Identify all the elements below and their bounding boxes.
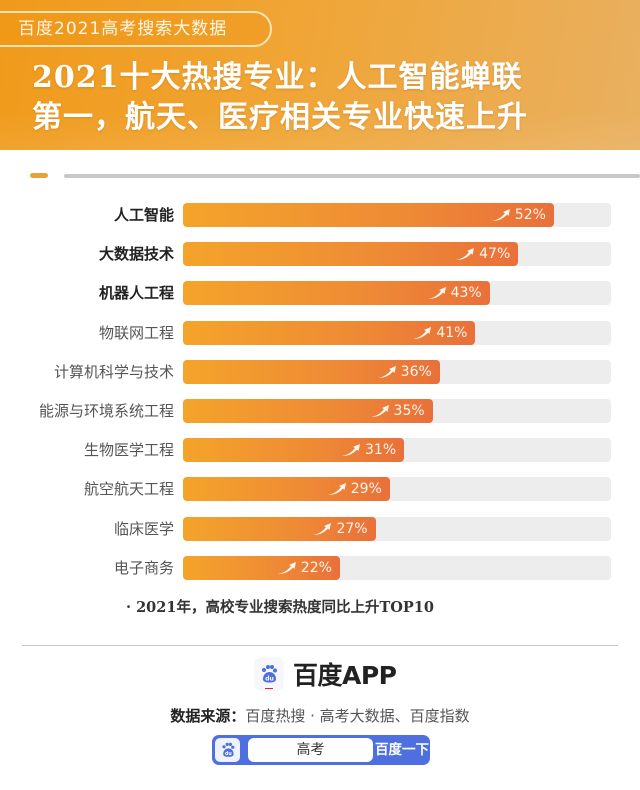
- bar: 29%: [183, 477, 390, 502]
- bar-value-text: 29%: [350, 481, 382, 498]
- bar-label: 电子商务: [113, 558, 174, 577]
- decor-divider-line: [64, 174, 640, 178]
- chart-row: 电子商务 22%: [0, 555, 640, 581]
- trend-up-arrow-icon: [312, 522, 332, 536]
- bar-value-text: 27%: [336, 520, 368, 537]
- chart-row: 能源与环境系统工程 35%: [0, 398, 640, 424]
- bar: 27%: [183, 516, 376, 541]
- bar-value: 47%: [455, 242, 510, 266]
- trend-up-arrow-icon: [455, 247, 475, 261]
- baidu-paw-icon: du: [215, 738, 240, 762]
- bar-value-text: 47%: [479, 246, 511, 263]
- search-bar: du 高考 百度一下: [212, 735, 430, 765]
- bar: 22%: [183, 555, 340, 580]
- chart-row: 人工智能 52%: [0, 202, 640, 228]
- page-title: 2021十大热搜专业：人工智能蝉联 第一，航天、医疗相关专业快速上升: [32, 58, 632, 138]
- bar: 35%: [183, 399, 433, 423]
- bar-value: 52%: [491, 203, 546, 227]
- bar: 36%: [183, 359, 440, 384]
- bar-value-text: 52%: [514, 207, 546, 223]
- header-pill-label: 百度2021高考搜索大数据: [0, 11, 272, 47]
- svg-text:du: du: [224, 751, 231, 757]
- bar-value-text: 41%: [436, 324, 468, 341]
- bar-value: 22%: [277, 556, 332, 580]
- trend-up-arrow-icon: [377, 365, 397, 379]
- bar-value: 36%: [377, 360, 432, 384]
- bar-value: 43%: [427, 281, 482, 305]
- bar-value-text: 31%: [365, 442, 397, 459]
- trend-up-arrow-icon: [427, 286, 447, 300]
- bar: 47%: [183, 242, 519, 267]
- data-source: 数据来源：百度热搜 · 高考大数据、百度指数: [0, 705, 640, 726]
- bar: 52%: [183, 203, 554, 227]
- bar-label: 航空航天工程: [83, 480, 174, 499]
- bar-value: 35%: [370, 399, 425, 423]
- trend-up-arrow-icon: [491, 208, 511, 222]
- chart-row: 航空航天工程 29%: [0, 476, 640, 502]
- chart-row: 计算机科学与技术 36%: [0, 359, 640, 385]
- chart-row: 大数据技术 47%: [0, 241, 640, 267]
- bar-label: 人工智能: [113, 206, 174, 224]
- search-button[interactable]: 百度一下: [375, 742, 429, 758]
- chart-row: 生物医学工程 31%: [0, 437, 640, 463]
- chart-row: 机器人工程 43%: [0, 280, 640, 306]
- brand-name: 百度APP: [293, 661, 397, 690]
- bar: 31%: [183, 438, 405, 463]
- brand-logo: du 百度APP: [255, 657, 397, 691]
- bar-value-text: 43%: [450, 285, 482, 302]
- bar-label: 机器人工程: [98, 284, 174, 303]
- bar-value-text: 36%: [400, 363, 432, 380]
- chart-footnote: · 2021年，高校专业搜索热度同比上升TOP10: [126, 599, 434, 616]
- trend-up-arrow-icon: [277, 561, 297, 575]
- svg-text:du: du: [265, 676, 274, 683]
- bar-label: 计算机科学与技术: [53, 362, 174, 381]
- bar-label: 能源与环境系统工程: [38, 402, 174, 420]
- decor-accent-dash: [30, 173, 48, 178]
- bar-value: 41%: [412, 321, 467, 345]
- chart-row: 临床医学 27%: [0, 516, 640, 542]
- bar-value: 27%: [312, 517, 368, 541]
- chart-row: 物联网工程 41%: [0, 320, 640, 346]
- bar-value: 31%: [341, 438, 396, 462]
- bar-value-text: 22%: [300, 559, 332, 576]
- baidu-paw-icon: du: [255, 658, 283, 690]
- bar-value-text: 35%: [393, 403, 425, 419]
- bar: 41%: [183, 320, 476, 345]
- trend-up-arrow-icon: [327, 482, 347, 496]
- footer-divider: [22, 645, 618, 646]
- bar-label: 大数据技术: [98, 245, 174, 264]
- trend-up-arrow-icon: [370, 404, 390, 418]
- bar: 43%: [183, 281, 490, 306]
- bar-value: 29%: [327, 477, 382, 501]
- search-input[interactable]: 高考: [248, 738, 373, 762]
- bar-label: 物联网工程: [98, 323, 174, 342]
- bar-label: 临床医学: [113, 519, 174, 538]
- header-banner: 百度2021高考搜索大数据 2021十大热搜专业：人工智能蝉联 第一，航天、医疗…: [0, 0, 640, 150]
- trend-up-arrow-icon: [412, 326, 432, 340]
- bar-label: 生物医学工程: [83, 441, 174, 460]
- title-line-1: 2021十大热搜专业：人工智能蝉联: [32, 60, 523, 95]
- trend-up-arrow-icon: [341, 443, 361, 457]
- data-source-label: 数据来源：: [170, 707, 246, 725]
- data-source-text: 百度热搜 · 高考大数据、百度指数: [245, 707, 470, 725]
- title-line-2: 第一，航天、医疗相关专业快速上升: [32, 100, 528, 135]
